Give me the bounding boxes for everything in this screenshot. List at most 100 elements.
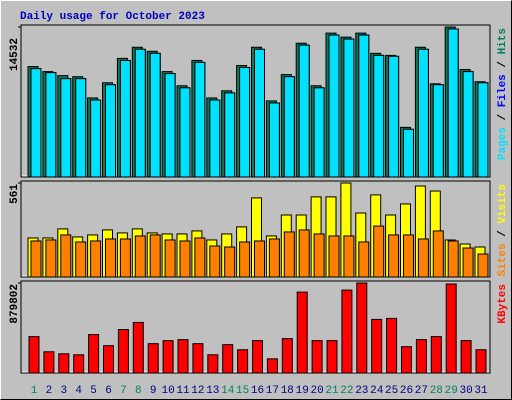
bar xyxy=(341,289,353,374)
x-tick-label: 30 xyxy=(459,385,472,397)
bar xyxy=(58,353,70,374)
bar xyxy=(343,235,355,278)
bar xyxy=(462,71,474,178)
x-tick-label: 10 xyxy=(161,385,174,397)
bar xyxy=(90,240,102,278)
legend-label: Sites xyxy=(497,243,509,276)
x-tick-label: 1 xyxy=(31,385,38,397)
bar xyxy=(388,55,400,178)
bar xyxy=(119,238,131,278)
bar xyxy=(237,349,249,374)
bar xyxy=(403,234,414,278)
bar xyxy=(239,241,251,278)
bar xyxy=(192,343,204,374)
x-tick-label: 27 xyxy=(415,385,428,397)
bar xyxy=(328,235,340,278)
bar xyxy=(311,340,323,374)
bar xyxy=(373,225,385,278)
x-tick-label: 22 xyxy=(340,385,353,397)
bar xyxy=(75,241,87,278)
bar xyxy=(149,234,161,278)
bar xyxy=(194,61,206,178)
x-tick-label: 6 xyxy=(105,385,112,397)
bar xyxy=(386,317,398,374)
legend-separator: / xyxy=(497,107,509,127)
legend-label: Files xyxy=(497,74,509,107)
bar xyxy=(45,239,57,278)
x-tick-label: 14 xyxy=(221,385,235,397)
bar xyxy=(164,73,176,178)
bar xyxy=(179,240,191,278)
legend-label: Visits xyxy=(497,184,509,224)
bar xyxy=(105,84,116,178)
bar xyxy=(73,354,85,374)
x-tick-label: 23 xyxy=(355,385,368,397)
bar xyxy=(432,84,444,178)
bar xyxy=(43,351,55,374)
bar xyxy=(313,233,325,278)
x-tick-label: 11 xyxy=(176,385,190,397)
bar xyxy=(194,237,206,278)
bar xyxy=(132,321,144,374)
bar xyxy=(105,238,116,278)
bar xyxy=(430,336,442,374)
bar xyxy=(283,231,295,278)
bar xyxy=(30,240,42,278)
bar xyxy=(222,344,234,374)
bar xyxy=(358,241,370,278)
bar xyxy=(460,340,472,374)
x-tick-label: 3 xyxy=(60,385,67,397)
bar xyxy=(373,54,385,178)
bar xyxy=(296,291,308,374)
bar xyxy=(60,78,72,178)
bar xyxy=(90,99,102,178)
bar xyxy=(388,234,400,278)
legend-label: KBytes xyxy=(497,284,509,324)
bar xyxy=(254,48,265,178)
chart-title: Daily usage for October 2023 xyxy=(20,11,205,23)
x-tick-label: 16 xyxy=(251,385,264,397)
bar xyxy=(117,329,129,374)
bar xyxy=(447,240,459,278)
bar xyxy=(207,354,219,374)
bar xyxy=(119,59,131,178)
legend-label: Pages xyxy=(497,127,509,160)
bar xyxy=(147,343,159,374)
y-tick-label: 14532 xyxy=(9,38,21,71)
x-tick-label: 7 xyxy=(120,385,127,397)
bar xyxy=(415,339,427,374)
bar xyxy=(134,48,146,178)
x-tick-label: 17 xyxy=(266,385,279,397)
legend-separator: / xyxy=(497,224,509,244)
bar xyxy=(149,52,161,178)
bar xyxy=(417,48,429,178)
bar xyxy=(239,66,251,178)
x-tick-label: 20 xyxy=(310,385,323,397)
x-tick-label: 5 xyxy=(90,385,97,397)
bar xyxy=(30,68,42,178)
bar xyxy=(313,87,325,178)
bar xyxy=(103,345,114,374)
bar xyxy=(75,78,87,178)
legend-separator: / xyxy=(497,54,509,74)
bar xyxy=(224,92,236,178)
bar xyxy=(432,230,444,278)
x-tick-label: 24 xyxy=(370,385,384,397)
bar xyxy=(60,234,72,278)
bar xyxy=(266,358,278,374)
bar xyxy=(403,128,414,178)
bar xyxy=(417,238,429,278)
legend-label: Hits xyxy=(497,28,509,54)
x-tick-label: 13 xyxy=(206,385,219,397)
x-tick-label: 9 xyxy=(150,385,157,397)
x-tick-label: 8 xyxy=(135,385,142,397)
y-tick-label: 561 xyxy=(9,184,21,204)
bar xyxy=(283,76,295,178)
x-tick-label: 25 xyxy=(385,385,398,397)
bar xyxy=(209,245,221,278)
x-tick-label: 19 xyxy=(296,385,309,397)
x-tick-label: 21 xyxy=(325,385,339,397)
x-tick-label: 31 xyxy=(474,385,488,397)
bar xyxy=(45,72,57,178)
